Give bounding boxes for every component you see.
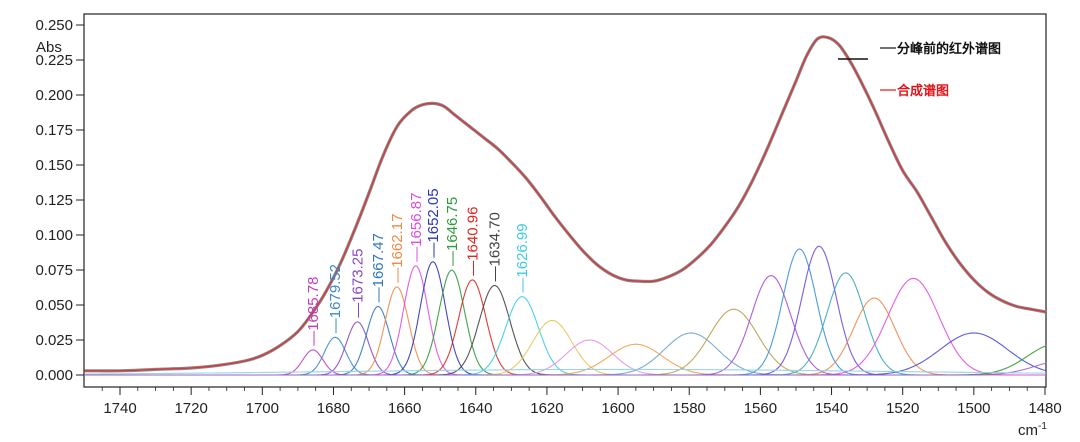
- y-tick-label-10: 0.250: [35, 17, 73, 34]
- peak-label-8: —1640.96: [464, 207, 481, 276]
- band-5: [84, 265, 1046, 376]
- peak-labels: —1685.78 —1679.52 —1673.25 —1667.47 —1662.17…: [305, 188, 531, 345]
- y-tick-label-2: 0.050: [35, 297, 73, 314]
- band-24: [84, 362, 1047, 376]
- x-axis-label-sup: -1: [1038, 421, 1047, 432]
- x-tick-label-13: 1480: [1028, 400, 1061, 417]
- x-axis: 1740 1720 1700 1680 1660 1640 1620 1600 1580 1560…: [101, 387, 1062, 417]
- x-tick-label-9: 1560: [744, 400, 777, 417]
- peak-label-2: —1673.25: [350, 249, 367, 318]
- peak-label-4: —1662.17: [389, 214, 406, 283]
- series-fit: [84, 36, 1047, 372]
- x-tick-label-8: 1580: [673, 400, 706, 417]
- spectrum-series: [84, 35, 1047, 373]
- y-tick-label-3: 0.075: [35, 262, 73, 279]
- legend: 分峰前的红外谱图 合成谱图: [838, 41, 1001, 99]
- legend-label-fit: 合成谱图: [897, 83, 949, 99]
- y-tick-label-8: 0.200: [35, 87, 73, 104]
- y-tick-label-0: 0.000: [35, 367, 73, 384]
- band-16: [84, 275, 1046, 376]
- y-axis-label: Abs: [36, 39, 62, 56]
- x-tick-label-0: 1740: [103, 400, 136, 417]
- peak-label-9: —1634.70: [487, 212, 504, 281]
- x-tick-label-1: 1720: [174, 400, 207, 417]
- band-14: [84, 332, 1046, 376]
- band-8: [84, 279, 1046, 376]
- band-11: [84, 319, 1046, 376]
- peak-label-0: —1685.78: [305, 277, 322, 346]
- y-tick-label-6: 0.150: [35, 157, 73, 174]
- peak-label-7: —1646.75: [444, 197, 461, 266]
- peak-label-3: —1667.47: [370, 233, 387, 302]
- x-axis-label: cm-1: [1018, 421, 1047, 439]
- y-tick-label-1: 0.025: [35, 332, 73, 349]
- y-axis: 0.000 0.025 0.050 0.075 0.100 0.125 0.150 0.175…: [35, 17, 84, 384]
- x-tick-label-5: 1640: [459, 400, 492, 417]
- x-axis-label-base: cm: [1018, 422, 1038, 439]
- y-tick-label-7: 0.175: [35, 122, 73, 139]
- band-7: [84, 269, 1046, 376]
- x-tick-label-12: 1500: [957, 400, 990, 417]
- band-22: [84, 332, 1047, 376]
- x-tick-label-7: 1600: [601, 400, 634, 417]
- x-tick-label-11: 1520: [886, 400, 919, 417]
- x-tick-label-3: 1680: [317, 400, 350, 417]
- band-2: [84, 321, 1046, 376]
- x-tick-label-2: 1700: [246, 400, 279, 417]
- x-tick-label-4: 1660: [388, 400, 421, 417]
- peak-label-6: —1652.05: [425, 188, 442, 257]
- band-6: [84, 260, 1046, 376]
- peak-label-1: —1679.52: [327, 264, 344, 333]
- band-25: [84, 368, 1046, 375]
- x-tick-label-6: 1620: [530, 400, 563, 417]
- peak-label-10: —1626.99: [514, 223, 531, 292]
- fitted-bands: [84, 245, 1047, 376]
- y-tick-label-9: 0.225: [35, 52, 73, 69]
- y-tick-label-4: 0.100: [35, 227, 73, 244]
- x-tick-label-10: 1540: [815, 400, 848, 417]
- band-17: [84, 248, 1046, 376]
- band-21: [84, 277, 1046, 376]
- y-tick-label-5: 0.125: [35, 192, 73, 209]
- legend-label-original: 分峰前的红外谱图: [897, 41, 1001, 57]
- peak-label-5: —1656.87: [408, 193, 425, 262]
